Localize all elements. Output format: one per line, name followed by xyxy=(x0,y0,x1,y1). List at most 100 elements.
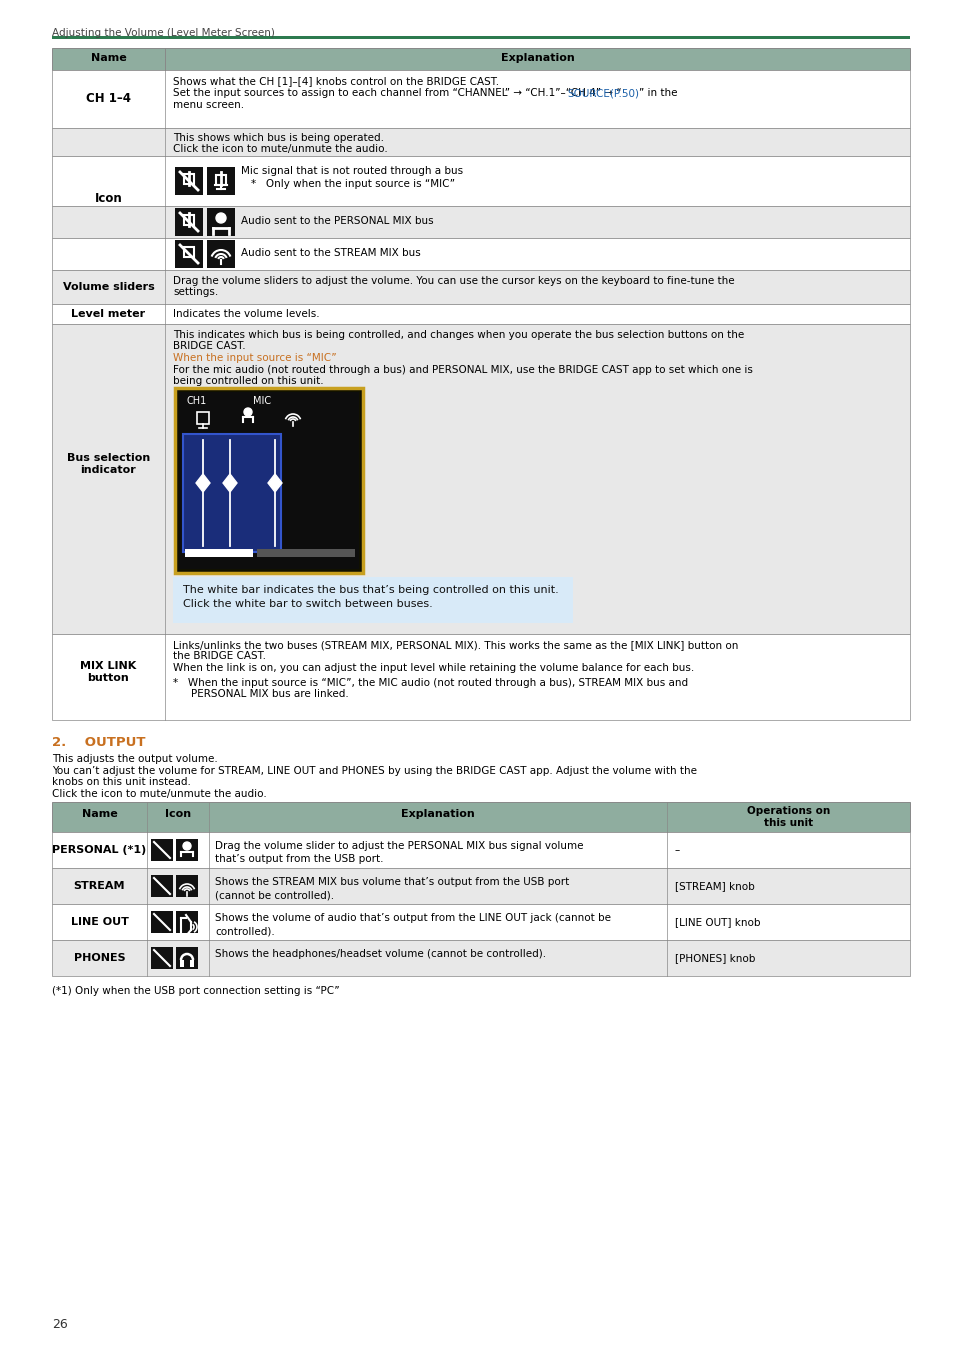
Text: the BRIDGE CAST.: the BRIDGE CAST. xyxy=(172,651,266,661)
Text: The white bar indicates the bus that’s being controlled on this unit.: The white bar indicates the bus that’s b… xyxy=(183,585,558,595)
Text: (cannot be controlled).: (cannot be controlled). xyxy=(214,890,334,900)
Bar xyxy=(207,240,234,269)
Text: MIC: MIC xyxy=(253,396,271,406)
Bar xyxy=(184,174,193,184)
Bar xyxy=(151,946,172,969)
Text: Drag the volume sliders to adjust the volume. You can use the cursor keys on the: Drag the volume sliders to adjust the vo… xyxy=(172,275,734,286)
Polygon shape xyxy=(223,474,236,491)
Text: PERSONAL MIX bus are linked.: PERSONAL MIX bus are linked. xyxy=(191,688,349,699)
Bar xyxy=(172,576,573,622)
Text: Shows what the CH [1]–[4] knobs control on the BRIDGE CAST.: Shows what the CH [1]–[4] knobs control … xyxy=(172,76,498,86)
Bar xyxy=(180,960,184,967)
Bar xyxy=(179,392,358,568)
Text: SOURCE(P.50): SOURCE(P.50) xyxy=(566,88,639,99)
Text: Volume sliders: Volume sliders xyxy=(63,282,154,292)
Bar xyxy=(175,911,198,933)
Bar xyxy=(52,304,909,324)
Text: [STREAM] knob: [STREAM] knob xyxy=(675,882,754,891)
Text: 2.    OUTPUT: 2. OUTPUT xyxy=(52,736,146,749)
Bar xyxy=(184,247,193,256)
Circle shape xyxy=(244,408,252,416)
Text: Shows the volume of audio that’s output from the LINE OUT jack (cannot be: Shows the volume of audio that’s output … xyxy=(214,913,610,923)
Bar xyxy=(196,412,209,424)
Bar xyxy=(175,946,198,969)
Text: [LINE OUT] knob: [LINE OUT] knob xyxy=(675,917,760,927)
Bar xyxy=(183,433,281,552)
Text: Explanation: Explanation xyxy=(400,809,475,819)
Bar xyxy=(215,176,226,185)
Bar xyxy=(185,549,253,558)
Bar xyxy=(52,157,909,207)
Text: Name: Name xyxy=(91,53,126,63)
Text: Shows the headphones/headset volume (cannot be controlled).: Shows the headphones/headset volume (can… xyxy=(214,949,545,958)
Text: CH1: CH1 xyxy=(187,396,207,406)
Bar xyxy=(207,167,234,194)
Text: –: – xyxy=(675,845,679,855)
Text: *   Only when the input source is “MIC”: * Only when the input source is “MIC” xyxy=(251,180,455,189)
Bar xyxy=(190,960,193,967)
Text: controlled).: controlled). xyxy=(214,926,274,936)
Text: Level meter: Level meter xyxy=(71,309,146,319)
Bar xyxy=(175,838,198,861)
Text: This adjusts the output volume.: This adjusts the output volume. xyxy=(52,755,217,764)
Text: *   When the input source is “MIC”, the MIC audio (not routed through a bus), ST: * When the input source is “MIC”, the MI… xyxy=(172,678,687,688)
Bar xyxy=(52,904,909,940)
Text: PHONES: PHONES xyxy=(73,953,125,963)
Bar xyxy=(52,634,909,720)
Bar xyxy=(174,208,203,236)
Bar xyxy=(52,832,909,868)
Text: menu screen.: menu screen. xyxy=(172,100,244,109)
Text: that’s output from the USB port.: that’s output from the USB port. xyxy=(214,855,383,864)
Text: Set the input sources to assign to each channel from “CHANNEL” → “CH.1”–“CH.4” →: Set the input sources to assign to each … xyxy=(172,88,621,99)
Bar xyxy=(256,549,355,558)
Bar xyxy=(52,49,909,70)
Text: This indicates which bus is being controlled, and changes when you operate the b: This indicates which bus is being contro… xyxy=(172,329,743,340)
Text: When the link is on, you can adjust the input level while retaining the volume b: When the link is on, you can adjust the … xyxy=(172,663,694,674)
Text: Bus selection
indicator: Bus selection indicator xyxy=(67,454,150,475)
Bar xyxy=(207,208,234,236)
Text: Icon: Icon xyxy=(94,193,122,205)
Text: Operations on
this unit: Operations on this unit xyxy=(746,806,829,828)
Text: Shows the STREAM MIX bus volume that’s output from the USB port: Shows the STREAM MIX bus volume that’s o… xyxy=(214,878,569,887)
Bar xyxy=(52,270,909,304)
Text: Audio sent to the PERSONAL MIX bus: Audio sent to the PERSONAL MIX bus xyxy=(241,216,434,225)
Text: ” in the: ” in the xyxy=(639,88,677,99)
Text: Links/unlinks the two buses (STREAM MIX, PERSONAL MIX). This works the same as t: Links/unlinks the two buses (STREAM MIX,… xyxy=(172,640,738,649)
Bar xyxy=(52,128,909,157)
Bar xyxy=(174,240,203,269)
Bar xyxy=(151,875,172,896)
Text: MIX LINK
button: MIX LINK button xyxy=(80,662,136,683)
Text: (*1) Only when the USB port connection setting is “PC”: (*1) Only when the USB port connection s… xyxy=(52,986,339,996)
Bar xyxy=(52,238,909,270)
Text: Indicates the volume levels.: Indicates the volume levels. xyxy=(172,309,319,319)
Text: When the input source is “MIC”: When the input source is “MIC” xyxy=(172,352,336,363)
Text: knobs on this unit instead.: knobs on this unit instead. xyxy=(52,778,191,787)
Text: Explanation: Explanation xyxy=(500,53,574,63)
Text: settings.: settings. xyxy=(172,288,218,297)
Bar xyxy=(52,207,909,238)
Text: For the mic audio (not routed through a bus) and PERSONAL MIX, use the BRIDGE CA: For the mic audio (not routed through a … xyxy=(172,364,752,375)
Text: Drag the volume slider to adjust the PERSONAL MIX bus signal volume: Drag the volume slider to adjust the PER… xyxy=(214,841,583,850)
Text: STREAM: STREAM xyxy=(73,882,125,891)
Text: [PHONES] knob: [PHONES] knob xyxy=(675,953,755,963)
Text: Name: Name xyxy=(82,809,117,819)
Circle shape xyxy=(215,213,226,223)
Circle shape xyxy=(183,842,191,850)
Bar xyxy=(52,324,909,634)
Bar xyxy=(174,167,203,194)
Bar xyxy=(52,36,909,39)
Bar xyxy=(52,868,909,905)
Text: CH 1–4: CH 1–4 xyxy=(86,93,131,105)
Bar xyxy=(52,802,909,832)
Text: LINE OUT: LINE OUT xyxy=(71,917,129,927)
Polygon shape xyxy=(268,474,282,491)
Text: being controlled on this unit.: being controlled on this unit. xyxy=(172,377,323,386)
Bar xyxy=(52,940,909,976)
Text: Icon: Icon xyxy=(165,809,191,819)
Bar xyxy=(52,70,909,128)
Text: Click the icon to mute/unmute the audio.: Click the icon to mute/unmute the audio. xyxy=(172,144,387,154)
Text: Audio sent to the STREAM MIX bus: Audio sent to the STREAM MIX bus xyxy=(241,248,420,258)
Bar xyxy=(151,838,172,861)
Text: BRIDGE CAST.: BRIDGE CAST. xyxy=(172,342,245,351)
Bar xyxy=(174,387,363,572)
